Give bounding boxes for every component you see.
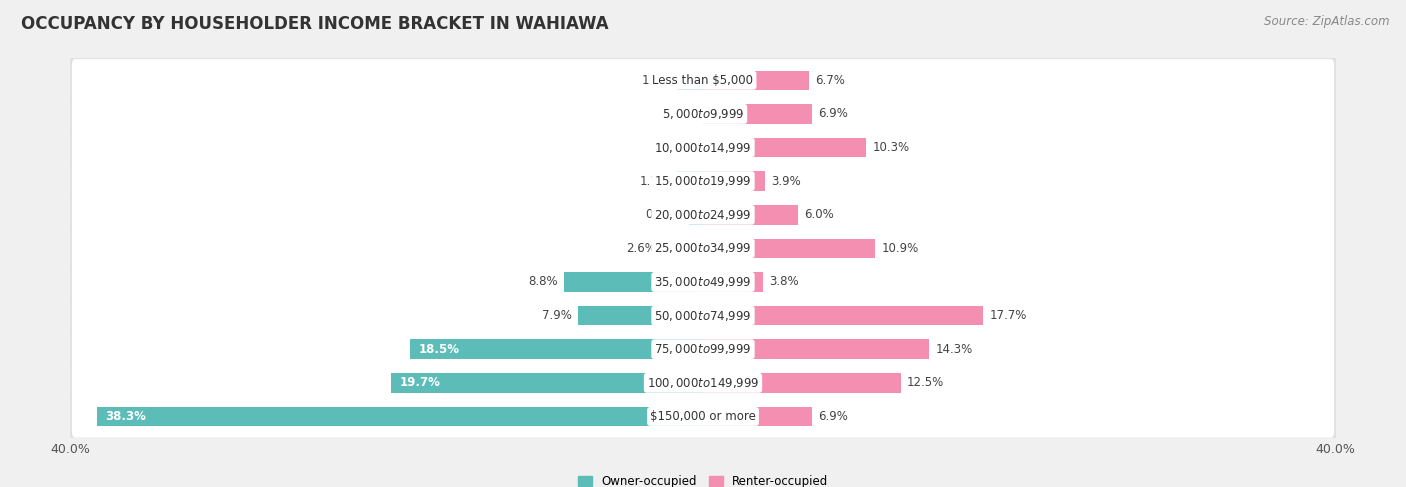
FancyBboxPatch shape <box>66 88 1340 139</box>
Bar <box>676 171 703 191</box>
Text: 6.0%: 6.0% <box>804 208 834 221</box>
Text: $35,000 to $49,999: $35,000 to $49,999 <box>654 275 752 289</box>
FancyBboxPatch shape <box>72 328 1334 371</box>
Text: $10,000 to $14,999: $10,000 to $14,999 <box>654 141 752 154</box>
Bar <box>678 71 703 90</box>
Bar <box>564 272 703 292</box>
Text: 17.7%: 17.7% <box>990 309 1026 322</box>
FancyBboxPatch shape <box>72 362 1334 404</box>
FancyBboxPatch shape <box>66 223 1340 274</box>
Legend: Owner-occupied, Renter-occupied: Owner-occupied, Renter-occupied <box>572 471 834 487</box>
Bar <box>703 272 763 292</box>
Text: 3.9%: 3.9% <box>770 175 801 187</box>
Bar <box>703 71 808 90</box>
Bar <box>703 205 799 225</box>
Text: Less than $5,000: Less than $5,000 <box>652 74 754 87</box>
Text: 3.8%: 3.8% <box>769 276 799 288</box>
Text: 6.9%: 6.9% <box>818 108 848 120</box>
Bar <box>703 373 901 393</box>
FancyBboxPatch shape <box>72 59 1334 101</box>
Text: $15,000 to $19,999: $15,000 to $19,999 <box>654 174 752 188</box>
FancyBboxPatch shape <box>72 261 1334 303</box>
Text: $100,000 to $149,999: $100,000 to $149,999 <box>647 376 759 390</box>
FancyBboxPatch shape <box>66 257 1340 307</box>
Bar <box>97 407 703 426</box>
Text: 38.3%: 38.3% <box>105 410 146 423</box>
FancyBboxPatch shape <box>66 290 1340 341</box>
Text: 10.9%: 10.9% <box>882 242 920 255</box>
Bar <box>703 138 866 157</box>
Bar <box>703 239 876 258</box>
Text: 14.3%: 14.3% <box>935 343 973 356</box>
Bar <box>703 306 983 325</box>
Text: 6.7%: 6.7% <box>815 74 845 87</box>
Text: 8.8%: 8.8% <box>527 276 557 288</box>
Text: $20,000 to $24,999: $20,000 to $24,999 <box>654 208 752 222</box>
FancyBboxPatch shape <box>66 324 1340 375</box>
Bar <box>703 339 929 359</box>
Text: $25,000 to $34,999: $25,000 to $34,999 <box>654 242 752 255</box>
Text: $75,000 to $99,999: $75,000 to $99,999 <box>654 342 752 356</box>
Text: $5,000 to $9,999: $5,000 to $9,999 <box>662 107 744 121</box>
Bar <box>411 339 703 359</box>
Bar <box>703 171 765 191</box>
Text: 12.5%: 12.5% <box>907 376 945 389</box>
FancyBboxPatch shape <box>72 193 1334 236</box>
Text: 1.6%: 1.6% <box>641 74 672 87</box>
Bar <box>703 104 813 124</box>
FancyBboxPatch shape <box>66 357 1340 409</box>
FancyBboxPatch shape <box>72 295 1334 337</box>
Text: 0.91%: 0.91% <box>645 208 682 221</box>
Text: $50,000 to $74,999: $50,000 to $74,999 <box>654 309 752 322</box>
Bar <box>689 205 703 225</box>
Text: 18.5%: 18.5% <box>419 343 460 356</box>
FancyBboxPatch shape <box>72 160 1334 202</box>
Text: 0.0%: 0.0% <box>666 108 697 120</box>
FancyBboxPatch shape <box>66 391 1340 442</box>
FancyBboxPatch shape <box>66 189 1340 240</box>
Text: 10.3%: 10.3% <box>872 141 910 154</box>
Bar <box>391 373 703 393</box>
FancyBboxPatch shape <box>66 155 1340 206</box>
Text: Source: ZipAtlas.com: Source: ZipAtlas.com <box>1264 15 1389 28</box>
Bar <box>662 239 703 258</box>
Text: 19.7%: 19.7% <box>399 376 440 389</box>
Bar <box>578 306 703 325</box>
Text: OCCUPANCY BY HOUSEHOLDER INCOME BRACKET IN WAHIAWA: OCCUPANCY BY HOUSEHOLDER INCOME BRACKET … <box>21 15 609 33</box>
FancyBboxPatch shape <box>72 126 1334 169</box>
Text: 2.6%: 2.6% <box>626 242 655 255</box>
FancyBboxPatch shape <box>72 93 1334 135</box>
Text: 6.9%: 6.9% <box>818 410 848 423</box>
Text: 0.03%: 0.03% <box>659 141 696 154</box>
FancyBboxPatch shape <box>72 395 1334 438</box>
FancyBboxPatch shape <box>72 227 1334 269</box>
Bar <box>703 407 813 426</box>
Text: 1.7%: 1.7% <box>640 175 669 187</box>
Text: 7.9%: 7.9% <box>541 309 572 322</box>
FancyBboxPatch shape <box>66 122 1340 173</box>
FancyBboxPatch shape <box>66 55 1340 106</box>
Text: $150,000 or more: $150,000 or more <box>650 410 756 423</box>
